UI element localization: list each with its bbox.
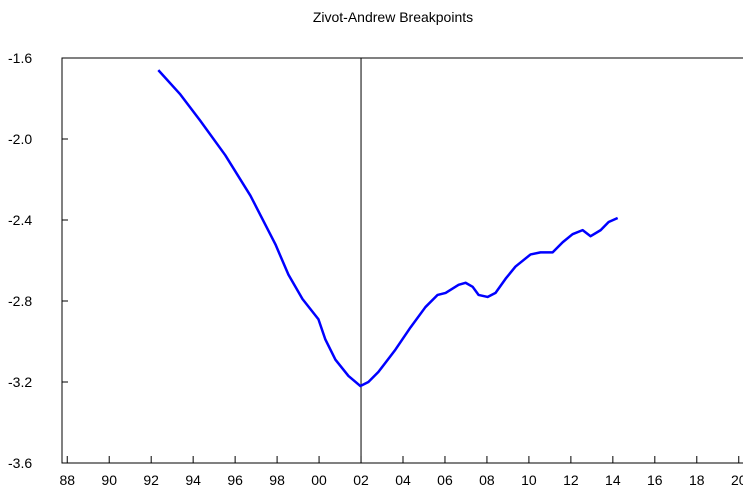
- y-tick-label: -3.6: [8, 455, 32, 471]
- x-tick-label: 98: [269, 472, 285, 488]
- x-tick-label: 00: [311, 472, 327, 488]
- y-tick-label: -2.8: [8, 293, 32, 309]
- y-tick-label: -2.4: [8, 212, 32, 228]
- x-tick-label: 90: [101, 472, 117, 488]
- y-tick-label: -3.2: [8, 374, 32, 390]
- x-tick-label: 10: [521, 472, 537, 488]
- x-tick-label: 16: [647, 472, 663, 488]
- x-tick-label: 20: [731, 472, 743, 488]
- x-tick-label: 92: [143, 472, 159, 488]
- x-tick-label: 06: [437, 472, 453, 488]
- plot-frame: [61, 57, 743, 464]
- x-tick-label: 14: [605, 472, 621, 488]
- x-tick-label: 94: [185, 472, 201, 488]
- x-tick-label: 08: [479, 472, 495, 488]
- y-tick-label: -2.0: [8, 131, 32, 147]
- chart-title: Zivot-Andrew Breakpoints: [313, 9, 473, 25]
- series-line: [157, 69, 619, 388]
- x-tick-label: 88: [59, 472, 75, 488]
- x-tick-label: 04: [395, 472, 411, 488]
- y-tick-label: -1.6: [8, 50, 32, 66]
- x-tick-label: 96: [227, 472, 243, 488]
- x-tick-label: 02: [353, 472, 369, 488]
- x-tick-label: 18: [689, 472, 705, 488]
- x-tick-label: 12: [563, 472, 579, 488]
